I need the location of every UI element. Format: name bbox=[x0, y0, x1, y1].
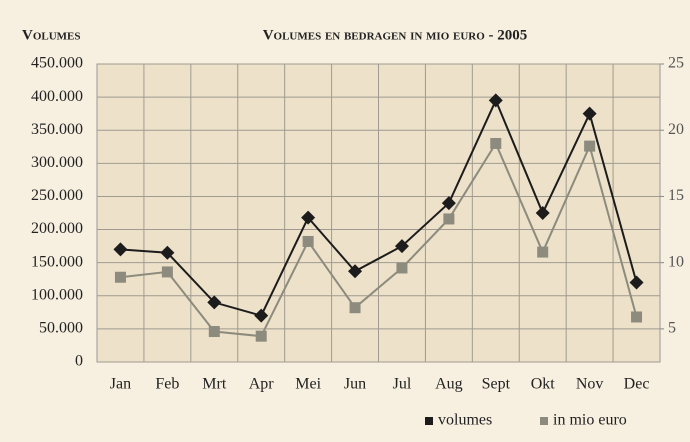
y2-tick-label: 5 bbox=[668, 320, 676, 337]
y-tick-label: 450.000 bbox=[31, 55, 83, 72]
y-axis-label: Volumes bbox=[22, 27, 81, 43]
x-tick-label: Nov bbox=[576, 376, 604, 393]
point bbox=[255, 330, 267, 342]
point bbox=[535, 206, 550, 220]
point bbox=[490, 137, 502, 149]
point bbox=[537, 246, 549, 258]
x-tick-label: Mrt bbox=[202, 376, 227, 393]
point bbox=[160, 245, 175, 260]
y-tick-label: 400.000 bbox=[31, 88, 83, 105]
y2-tick-label: 25 bbox=[668, 55, 684, 72]
y2-tick-label: 20 bbox=[668, 121, 684, 138]
point bbox=[301, 210, 316, 225]
point bbox=[629, 275, 644, 290]
y2-tick-label: 15 bbox=[668, 187, 684, 204]
x-tick-label: Apr bbox=[249, 376, 275, 393]
point bbox=[114, 271, 126, 283]
y-tick-label: 200.000 bbox=[31, 220, 83, 237]
y-tick-label: 250.000 bbox=[31, 187, 83, 204]
point bbox=[208, 326, 220, 338]
point bbox=[113, 242, 128, 257]
x-tick-label: Dec bbox=[624, 376, 650, 393]
x-tick-label: Jun bbox=[344, 376, 366, 393]
series-line bbox=[120, 141, 638, 338]
x-tick-label: Aug bbox=[435, 376, 463, 393]
point bbox=[348, 264, 363, 279]
y-tick-label: 0 bbox=[75, 353, 83, 370]
point bbox=[631, 311, 643, 323]
point bbox=[349, 302, 361, 314]
series-line bbox=[120, 97, 638, 317]
point bbox=[302, 235, 314, 247]
x-tick-label: Mei bbox=[295, 376, 321, 393]
point bbox=[584, 140, 596, 152]
legend-swatch bbox=[540, 417, 548, 425]
y-tick-label: 150.000 bbox=[31, 253, 83, 270]
y-tick-label: 300.000 bbox=[31, 154, 83, 171]
point bbox=[443, 213, 455, 225]
y-tick-label: 100.000 bbox=[31, 286, 83, 303]
y-tick-label: 350.000 bbox=[31, 121, 83, 138]
x-tick-label: Okt bbox=[531, 376, 556, 393]
x-tick-label: Jul bbox=[393, 376, 412, 393]
point bbox=[207, 295, 222, 310]
point bbox=[161, 266, 173, 278]
point bbox=[582, 106, 597, 121]
legend-swatch bbox=[425, 417, 433, 425]
x-tick-label: Feb bbox=[155, 376, 179, 393]
y2-tick-label: 10 bbox=[668, 253, 684, 270]
legend-label: in mio euro bbox=[553, 412, 627, 429]
point bbox=[396, 262, 408, 274]
chart-title: Volumes en bedragen in mio euro - 2005 bbox=[263, 27, 528, 43]
point bbox=[394, 239, 409, 254]
point bbox=[441, 196, 456, 211]
y-tick-label: 50.000 bbox=[39, 320, 83, 337]
x-tick-label: Jan bbox=[110, 376, 131, 393]
legend-label: volumes bbox=[438, 412, 492, 429]
x-tick-label: Sept bbox=[482, 376, 511, 393]
point bbox=[254, 308, 269, 323]
right-axis: 5 10 15 20 25 bbox=[660, 55, 684, 337]
point bbox=[488, 93, 503, 108]
